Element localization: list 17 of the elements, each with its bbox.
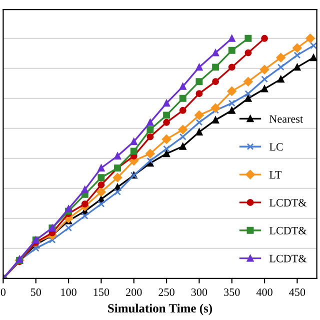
legend-label: LT — [269, 171, 282, 178]
x-tick-label: 50 — [30, 288, 41, 296]
legend-label: LC — [269, 143, 283, 151]
legend-label: LCDT& — [269, 198, 307, 206]
x-tick-label: 150 — [94, 288, 110, 296]
x-tick-label: 450 — [289, 288, 306, 296]
x-tick-label: 0 — [0, 288, 6, 296]
x-axis-title: Simulation Time (s) — [108, 304, 212, 316]
x-tick-label: 100 — [61, 288, 76, 296]
legend-label: LCDT& — [269, 254, 307, 262]
x-tick-label: 400 — [256, 288, 272, 296]
legend-label: LCDT& — [269, 226, 307, 234]
x-tick-label: 350 — [224, 288, 240, 296]
legend-label: Nearest — [269, 115, 304, 123]
x-tick-label: 300 — [191, 288, 208, 296]
x-tick-label: 200 — [126, 288, 142, 296]
x-tick-label: 250 — [158, 288, 174, 296]
